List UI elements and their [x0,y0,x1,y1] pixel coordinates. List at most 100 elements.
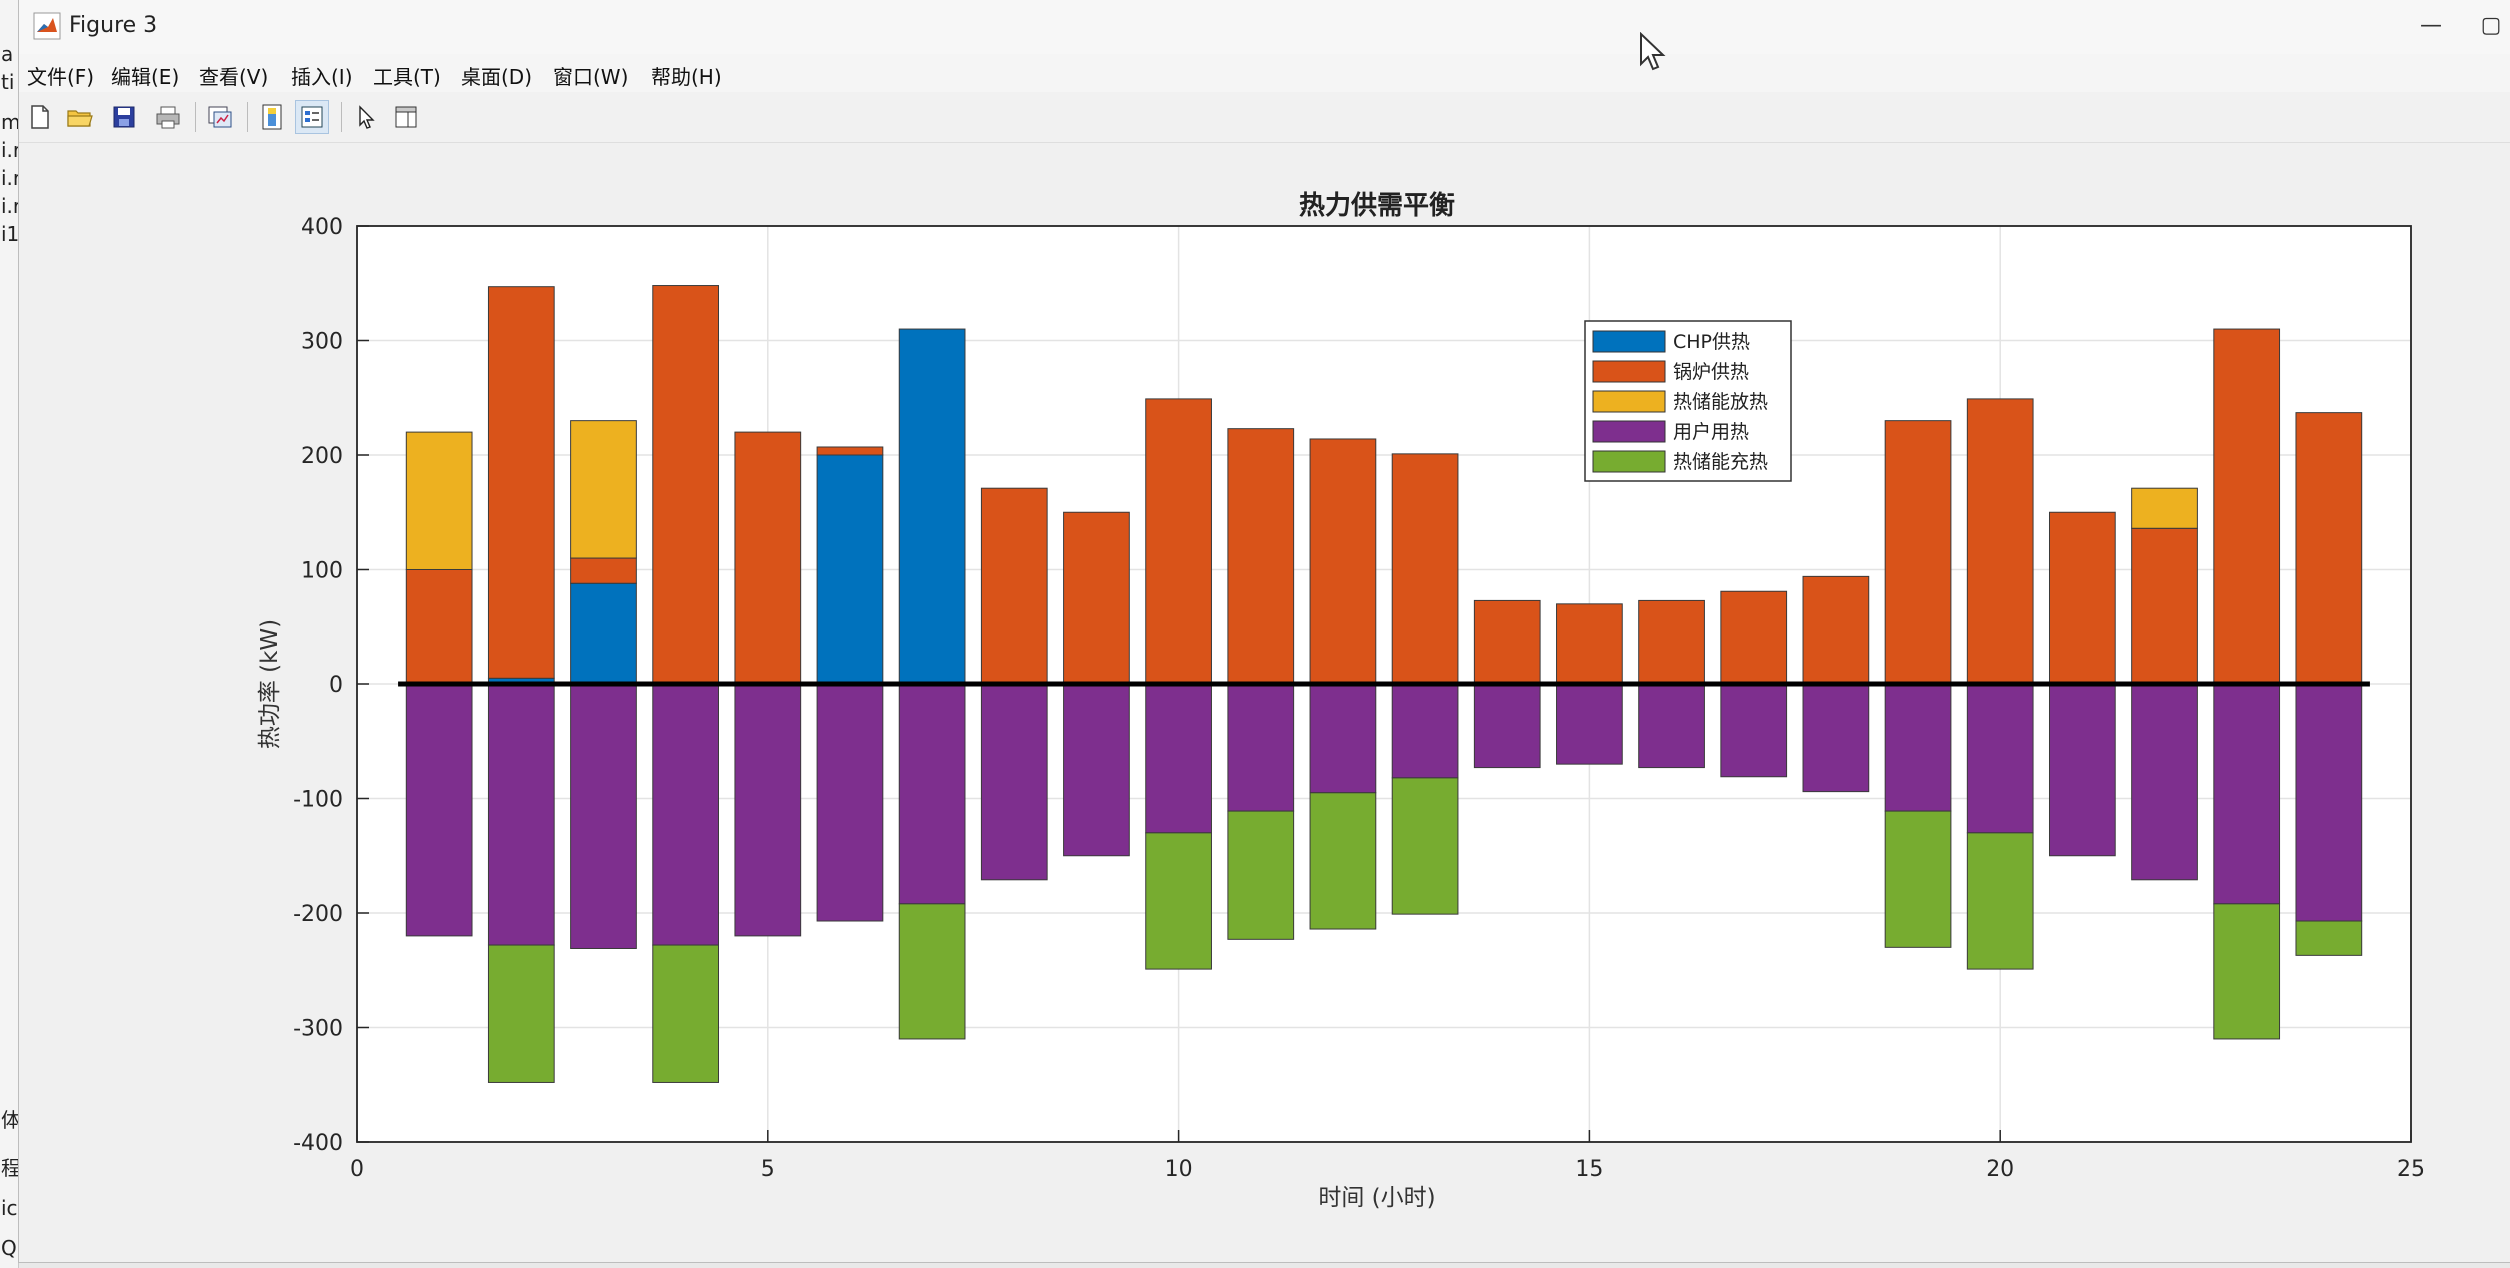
storage-discharge-bar [570,420,637,559]
property-inspector-icon[interactable] [389,100,423,134]
user-load-bar [1145,683,1212,834]
boiler-heat-bar [652,285,720,685]
new-figure-icon[interactable] [23,100,57,134]
x-tick-label: 25 [2397,1157,2425,1182]
background-text: i.r [1,138,22,162]
user-load-bar [1966,683,2034,834]
user-load-bar [1720,683,1788,778]
chart-svg[interactable]: 0 5 10 15 20 254003002001000-100-200-300-400 … [19,143,2510,1262]
menu-file[interactable]: 文件(F) [27,65,95,89]
user-load-bar [1391,683,1459,779]
storage-charge-bar [1309,792,1377,930]
x-axis-label: 时间 (小时) [1318,1185,1435,1211]
background-app-edge: a ti m i.r i.r i.r i1 体程 ic Q [0,0,22,1268]
user-load-bar [1309,683,1377,794]
menu-insert[interactable]: 插入(I) [291,65,353,89]
user-load-bar [1227,683,1295,812]
legend-label: 热储能放热 [1673,391,1768,413]
background-text: 体 [1,1108,21,1132]
boiler-heat-bar [1145,398,1212,685]
boiler-heat-bar [1556,603,1623,685]
figure-canvas: 0 5 10 15 20 25 400 300 200 100 0 -100 -200 -300 -400 … [19,143,2510,1262]
user-load-bar [816,683,884,922]
insert-legend-icon[interactable] [295,100,329,134]
legend-swatch [1592,390,1666,413]
storage-charge-bar [1884,810,1952,948]
print-icon[interactable] [151,100,185,134]
background-text: ti [1,70,15,94]
insert-colorbar-icon[interactable] [255,100,289,134]
edit-plot-pointer-icon[interactable] [349,100,383,134]
legend-swatch [1592,450,1666,473]
boiler-heat-bar [1638,599,1705,685]
boiler-heat-bar [734,431,802,685]
user-load-bar [1556,683,1623,765]
menu-help[interactable]: 帮助(H) [651,65,722,89]
axis-ticks: 0 5 10 15 20 25 400 300 200 100 0 -100 -200 -300 -400 [293,215,2425,1182]
y-tick-label: 400 [301,215,343,240]
boiler-heat-bar [2213,328,2281,685]
background-text: 程 [1,1156,21,1180]
user-load-bar [570,683,637,949]
boiler-heat-bar [2131,527,2198,685]
legend-swatch [1592,420,1666,443]
bar-series [405,285,2363,1083]
minimize-icon[interactable]: — [2420,13,2442,38]
user-load-bar [2131,683,2198,881]
y-tick-label: 100 [301,559,343,584]
storage-charge-bar [2295,920,2363,956]
boiler-heat-bar [1309,438,1377,685]
user-load-bar [652,683,720,946]
boiler-heat-bar [816,446,884,456]
y-tick-label: -400 [293,1131,343,1156]
background-text: i1 [1,222,20,246]
link-plot-icon[interactable] [203,100,237,134]
x-tick-label: 0 [350,1157,364,1182]
user-load-bar [1638,683,1705,769]
x-tick-label: 5 [761,1157,775,1182]
toolbar-separator [247,102,248,132]
user-load-bar [2048,683,2116,857]
chp-heat-bar [816,454,884,685]
chart-title: 热力供需平衡 [1299,190,1455,221]
window-title: Figure 3 [69,13,158,38]
user-load-bar [1802,683,1870,793]
user-load-bar [405,683,473,937]
user-load-bar [980,683,1048,881]
storage-charge-bar [898,903,966,1040]
boiler-heat-bar [980,487,1048,685]
storage-charge-bar [1391,777,1459,915]
y-tick-label: -200 [293,902,343,927]
user-load-bar [1884,683,1952,812]
storage-charge-bar [1227,810,1295,940]
menu-desktop[interactable]: 桌面(D) [461,65,533,89]
boiler-heat-bar [1473,599,1541,685]
background-text: i.r [1,194,22,218]
maximize-icon[interactable]: ▢ [2480,13,2502,38]
y-tick-label: 0 [329,673,343,698]
storage-charge-bar [2213,903,2281,1040]
boiler-heat-bar [1063,511,1130,685]
user-load-bar [2213,683,2281,905]
x-tick-label: 20 [1986,1157,2014,1182]
menu-window[interactable]: 窗口(W) [553,65,629,89]
x-tick-label: 10 [1165,1157,1193,1182]
background-text: ic [1,1196,18,1220]
background-text: a [1,42,14,66]
user-load-bar [1063,683,1130,857]
boiler-heat-bar [405,569,473,685]
y-tick-label: -300 [293,1017,343,1042]
toolbar [19,92,2510,143]
menu-edit[interactable]: 编辑(E) [111,65,180,89]
boiler-heat-bar [1720,590,1788,685]
menu-view[interactable]: 查看(V) [199,65,269,89]
boiler-heat-bar [2295,412,2363,685]
boiler-heat-bar [2048,511,2116,685]
save-icon[interactable] [107,100,141,134]
x-tick-label: 15 [1575,1157,1603,1182]
menu-tools[interactable]: 工具(T) [373,65,441,89]
open-file-icon[interactable] [63,100,97,134]
menu-bar: 文件(F) 编辑(E) 查看(V) 插入(I) 工具(T) 桌面(D) 窗口(W… [19,54,2510,92]
chp-heat-bar [570,582,637,685]
